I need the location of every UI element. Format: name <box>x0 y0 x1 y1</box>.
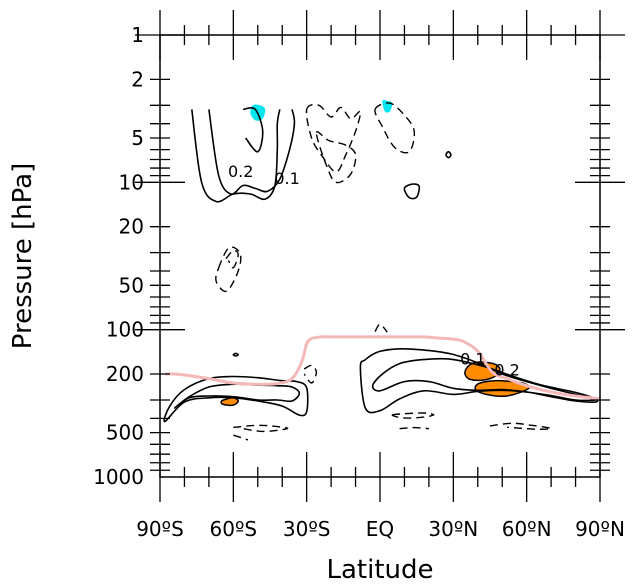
dashed-contour-1 <box>225 249 239 269</box>
dashed-contour-5 <box>303 364 318 384</box>
x-tick-label: 30ºN <box>428 517 478 541</box>
x-tick-label: EQ <box>366 517 394 541</box>
dashed-contour-11 <box>489 422 552 430</box>
y-axis-title: Pressure [hPa] <box>8 163 38 350</box>
dashed-contour-10 <box>233 434 249 441</box>
y-tick-label: 100 <box>106 318 144 342</box>
solid-contour-2 <box>242 107 264 153</box>
solid-contour-4 <box>173 383 301 409</box>
dashed-contour-9 <box>233 424 289 433</box>
y-tick-label: 10 <box>119 170 144 194</box>
solid-contour-0 <box>191 109 281 203</box>
dashed-contour-4 <box>374 102 416 154</box>
solid-contour-5 <box>359 347 599 414</box>
contour-label: 0.2 <box>228 162 253 181</box>
dashed-contour-3 <box>315 131 357 184</box>
y-tick-label: 50 <box>119 273 144 297</box>
contour-label: 0.1 <box>274 169 299 188</box>
y-tick-label: 20 <box>119 215 144 239</box>
solid-contour-7 <box>403 183 421 200</box>
y-tick-label: 2 <box>131 67 144 91</box>
negative-region-1 <box>382 100 393 113</box>
x-tick-label: 60ºN <box>502 517 552 541</box>
y-tick-label: 5 <box>131 126 144 150</box>
x-axis-title: Latitude <box>326 555 433 585</box>
x-tick-label: 90ºS <box>136 517 184 541</box>
x-tick-label: 60ºS <box>210 517 258 541</box>
y-tick-label: 200 <box>106 362 144 386</box>
y-tick-label: 500 <box>106 421 144 445</box>
dashed-contour-6 <box>374 323 388 333</box>
contour-label: 0.1 <box>460 350 485 369</box>
y-tick-label: 1000 <box>93 465 144 489</box>
x-tick-label: 30ºS <box>283 517 331 541</box>
positive-region-2 <box>220 397 239 407</box>
tropopause-line <box>164 335 600 401</box>
dashed-contour-0 <box>215 246 242 293</box>
solid-contour-1 <box>208 109 296 195</box>
solid-contour-9 <box>232 352 240 357</box>
solid-contour-3 <box>163 375 309 423</box>
solid-contour-8 <box>445 150 452 159</box>
dashed-contour-2 <box>305 103 362 173</box>
dashed-contour-7 <box>391 412 435 419</box>
x-tick-label: 90ºN <box>575 517 625 541</box>
dashed-contour-8 <box>399 426 429 430</box>
y-tick-label: 1 <box>131 23 144 47</box>
contour-label: 0.2 <box>494 361 519 380</box>
